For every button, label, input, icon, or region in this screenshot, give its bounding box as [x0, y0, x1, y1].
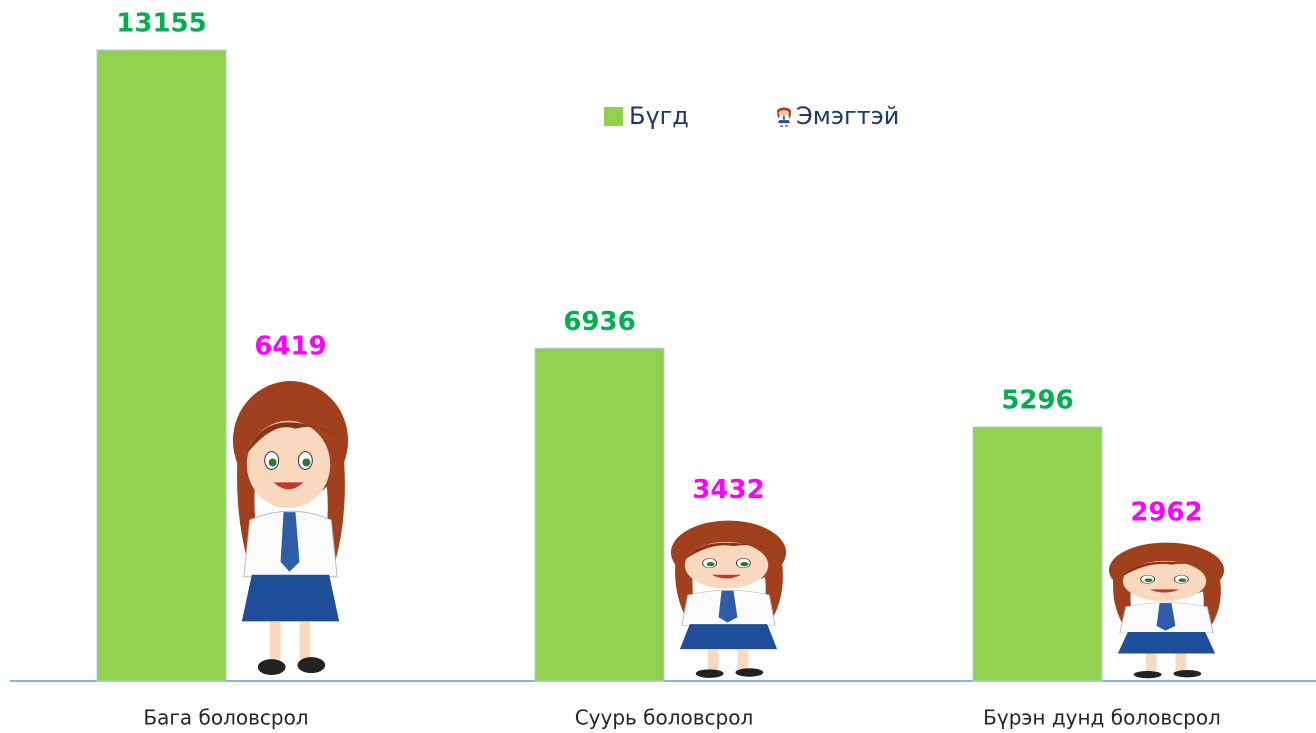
legend-icon: [777, 108, 791, 127]
pictorial-bar: [1109, 543, 1224, 679]
legend-label: Бүгд: [629, 102, 689, 130]
data-label: 6936: [563, 307, 635, 337]
data-label: 2962: [1130, 497, 1202, 527]
pictorial-bar: [233, 381, 348, 675]
data-label: 6419: [254, 332, 326, 362]
legend-swatch: [604, 107, 623, 126]
x-tick-label: Бүрэн дунд боловсрол: [983, 706, 1221, 730]
data-label: 5296: [1001, 385, 1073, 415]
chart: Бүгд Эмэгтэй Бага боловсрол 13155 6419 Суур…: [0, 0, 1316, 733]
bar: [535, 348, 664, 681]
legend-label: Эмэгтэй: [796, 102, 899, 130]
data-label: 13155: [116, 9, 206, 39]
pictorial-bar: [671, 521, 786, 678]
bar: [973, 427, 1102, 681]
x-tick-label: Суурь боловсрол: [575, 706, 754, 730]
data-label: 3432: [692, 475, 764, 505]
bar: [97, 50, 226, 681]
x-tick-label: Бага боловсрол: [143, 706, 308, 730]
